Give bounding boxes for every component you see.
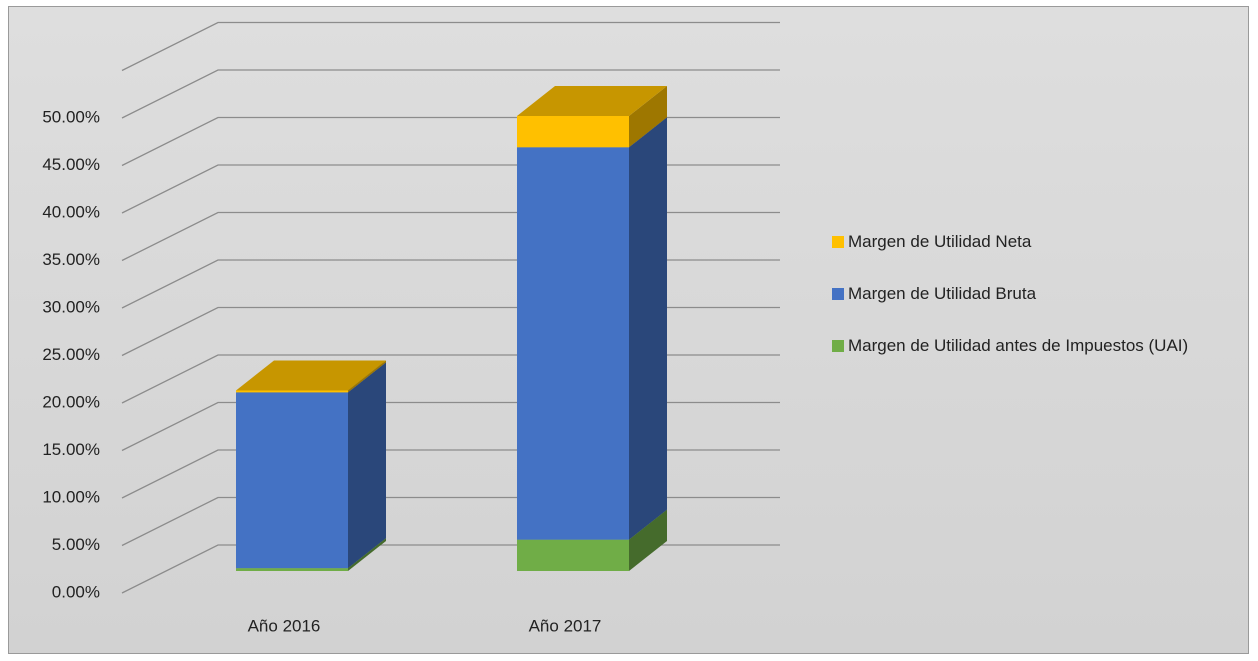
y-tick-label: 15.00%: [42, 440, 100, 459]
bar-top: [517, 85, 667, 116]
y-tick-label: 40.00%: [42, 202, 100, 221]
bar-side: [348, 362, 386, 569]
y-tick-label: 10.00%: [42, 487, 100, 506]
y-tick-label: 20.00%: [42, 392, 100, 411]
legend-label: Margen de Utilidad Bruta: [848, 284, 1037, 303]
bars: Año 2016 Año 2017: [236, 85, 667, 635]
grid-line: [121, 21, 780, 72]
y-tick-label: 25.00%: [42, 345, 100, 364]
legend-label: Margen de Utilidad Neta: [848, 232, 1032, 251]
bar-side: [348, 360, 386, 393]
bar-side: [629, 117, 667, 540]
bar-front: [517, 539, 629, 571]
y-tick-label: 30.00%: [42, 297, 100, 316]
legend-swatch: [832, 236, 844, 248]
bar-front: [236, 568, 348, 571]
y-tick-label: 5.00%: [52, 535, 100, 554]
bar-front: [517, 147, 629, 540]
legend-swatch: [832, 340, 844, 352]
bar-side: [629, 85, 667, 148]
bar-side: [629, 509, 667, 571]
bar-top: [236, 360, 386, 391]
y-tick-label: 0.00%: [52, 582, 100, 601]
bar-front: [236, 390, 348, 393]
legend: Margen de Utilidad Neta Margen de Utilida…: [832, 230, 1242, 386]
legend-swatch: [832, 288, 844, 300]
legend-label: Margen de Utilidad antes de Impuestos (U…: [848, 336, 1189, 355]
bar-side: [348, 538, 386, 571]
y-tick-label: 50.00%: [42, 107, 100, 126]
y-tick-label: 35.00%: [42, 250, 100, 269]
legend-item: Margen de Utilidad antes de Impuestos (U…: [832, 334, 1242, 358]
bar-front: [236, 392, 348, 569]
x-tick-label: Año 2017: [529, 616, 602, 635]
legend-item: Margen de Utilidad Neta: [832, 230, 1242, 254]
x-tick-label: Año 2016: [248, 616, 321, 635]
legend-item: Margen de Utilidad Bruta: [832, 282, 1242, 306]
bar-front: [517, 115, 629, 148]
y-tick-label: 45.00%: [42, 155, 100, 174]
grid-line: [121, 69, 780, 119]
